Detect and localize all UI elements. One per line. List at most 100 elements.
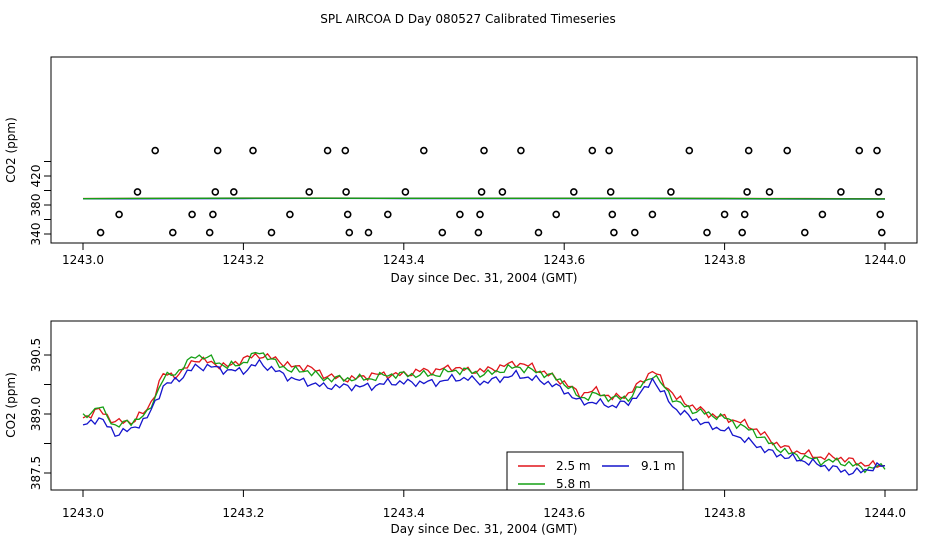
- scatter-point: [605, 146, 613, 155]
- scatter-point: [364, 228, 373, 237]
- legend: 2.5 m 9.1 m 5.8 m: [506, 451, 684, 491]
- scatter-point: [96, 228, 105, 237]
- bottom-x-tick-label: 1243.6: [543, 506, 585, 520]
- bottom-x-tick-label: 1243.2: [222, 506, 264, 520]
- top-y-axis-label: CO2 (ppm): [4, 117, 18, 183]
- top-y-tick-label: 420: [29, 165, 43, 188]
- scatter-point: [480, 146, 488, 155]
- scatter-point: [345, 228, 354, 237]
- legend-label-5-8m: 5.8 m: [556, 477, 591, 491]
- top-x-tick-label: 1244.0: [864, 253, 906, 267]
- top-y-tick-label: 340: [29, 223, 43, 246]
- scatter-point: [855, 146, 864, 155]
- scatter-point: [474, 228, 483, 237]
- bottom-panel: 1243.0 1243.2 1243.4 1243.6 1243.8 1244.0 387…: [4, 320, 918, 536]
- legend-clip-mask: [500, 490, 700, 502]
- scatter-point: [667, 188, 675, 196]
- scatter-point: [342, 188, 350, 196]
- scatter-point: [610, 228, 618, 237]
- scatter-point: [648, 210, 657, 219]
- scatter-point: [230, 188, 238, 196]
- scatter-point: [569, 188, 578, 196]
- top-series-5-8-m: [82, 197, 886, 200]
- scatter-point: [588, 146, 597, 155]
- top-x-tick-label: 1243.2: [222, 253, 264, 267]
- scatter-point: [740, 210, 749, 219]
- scatter-point: [630, 228, 639, 237]
- top-x-axis-label: Day since Dec. 31, 2004 (GMT): [391, 271, 578, 285]
- scatter-point: [765, 188, 774, 196]
- scatter-point: [608, 210, 617, 219]
- scatter-point: [534, 228, 543, 237]
- top-y-axis-ticks: 340 380 420: [29, 161, 52, 246]
- scatter-point: [169, 228, 177, 237]
- scatter-point: [305, 188, 314, 196]
- bottom-y-axis-ticks: 387.5 389.0 390.5: [29, 338, 51, 490]
- scatter-point: [606, 188, 615, 196]
- scatter-point: [151, 146, 159, 155]
- bottom-series-lines: [82, 351, 886, 476]
- scatter-point: [133, 188, 142, 196]
- scatter-point: [438, 228, 447, 237]
- scatter-point: [738, 228, 747, 237]
- scatter-point: [213, 146, 222, 155]
- scatter-point: [685, 146, 694, 155]
- scatter-point: [703, 228, 711, 237]
- series-line-5-8-m: [82, 351, 886, 474]
- series-line-9-1-m: [82, 358, 886, 476]
- scatter-point: [818, 210, 827, 219]
- scatter-point: [188, 210, 196, 219]
- bottom-y-tick-label: 390.5: [29, 338, 43, 372]
- scatter-point: [115, 210, 123, 219]
- scatter-point: [877, 228, 886, 237]
- bottom-x-tick-label: 1243.0: [62, 506, 104, 520]
- scatter-point: [323, 146, 332, 155]
- top-x-tick-label: 1243.8: [704, 253, 746, 267]
- bottom-x-axis-label: Day since Dec. 31, 2004 (GMT): [391, 522, 578, 536]
- top-plot-frame: [50, 56, 918, 244]
- scatter-point: [743, 188, 751, 196]
- scatter-point: [401, 188, 410, 196]
- scatter-point: [343, 210, 352, 219]
- scatter-point: [874, 188, 883, 196]
- scatter-point: [456, 210, 464, 219]
- scatter-point: [211, 188, 220, 196]
- scatter-point: [286, 210, 294, 219]
- scatter-point: [249, 146, 257, 155]
- scatter-point: [267, 228, 276, 237]
- scatter-point: [517, 146, 525, 155]
- scatter-point: [800, 228, 809, 237]
- scatter-point: [477, 188, 486, 196]
- bottom-x-tick-label: 1244.0: [864, 506, 906, 520]
- bottom-y-axis-label: CO2 (ppm): [4, 372, 18, 438]
- top-x-tick-label: 1243.0: [62, 253, 104, 267]
- top-panel: 1243.0 1243.2 1243.4 1243.6 1243.8 1244.0 340…: [4, 56, 918, 285]
- bottom-x-tick-label: 1243.4: [383, 506, 425, 520]
- scatter-point: [205, 228, 214, 237]
- top-y-tick-label: 380: [29, 194, 43, 217]
- scatter-point: [341, 146, 350, 155]
- scatter-point: [783, 146, 792, 155]
- bottom-y-tick-label: 389.0: [29, 397, 43, 431]
- scatter-point: [419, 146, 428, 155]
- top-series-lines: [82, 197, 886, 200]
- scatter-point: [552, 210, 561, 219]
- scatter-point: [383, 210, 392, 219]
- scatter-point: [476, 210, 484, 219]
- scatter-point: [498, 188, 507, 196]
- scatter-point: [873, 146, 881, 155]
- bottom-plot-frame: [50, 320, 918, 491]
- top-x-axis-ticks: 1243.0 1243.2 1243.4 1243.6 1243.8 1244.0: [62, 243, 906, 267]
- scatter-point: [876, 210, 885, 219]
- scatter-point: [744, 146, 753, 155]
- legend-label-2-5m: 2.5 m: [556, 459, 591, 473]
- scatter-point: [720, 210, 729, 219]
- scatter-point: [209, 210, 217, 219]
- bottom-x-tick-label: 1243.8: [704, 506, 746, 520]
- bottom-y-tick-label: 387.5: [29, 456, 43, 490]
- scatter-point: [837, 188, 845, 196]
- top-scatter-points: [96, 146, 886, 237]
- legend-label-9-1m: 9.1 m: [641, 459, 676, 473]
- top-x-tick-label: 1243.6: [543, 253, 585, 267]
